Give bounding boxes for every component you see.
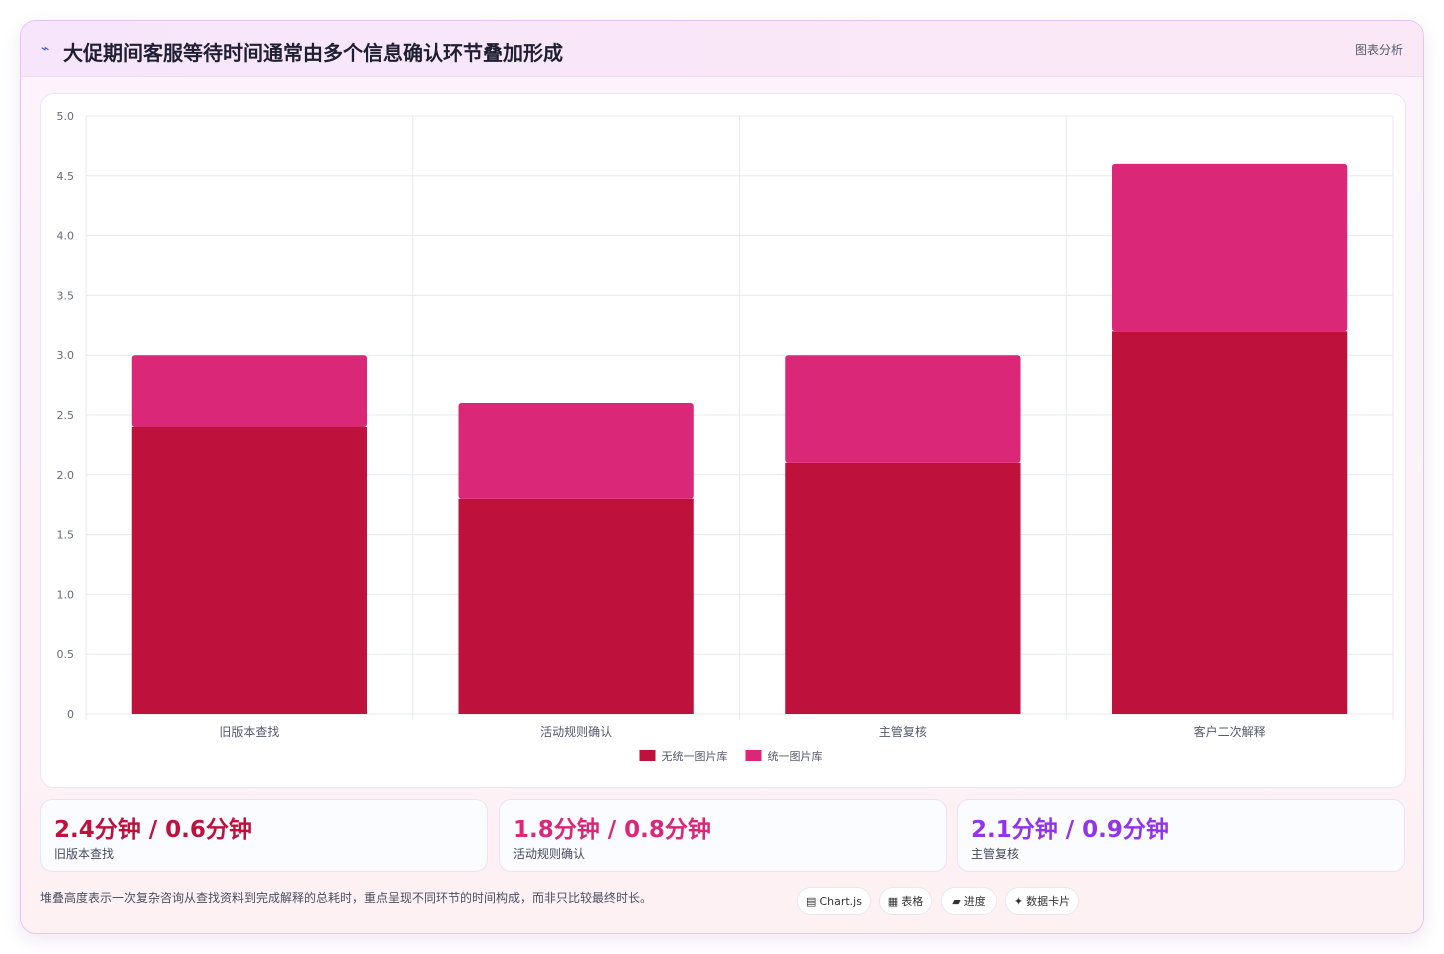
y-tick-label: 2.5 [57, 409, 75, 422]
y-tick-label: 0 [67, 708, 74, 721]
x-tick-label: 客户二次解释 [1194, 724, 1266, 739]
chip-table[interactable]: ▦ 表格 [879, 887, 932, 915]
data-card-icon: ✦ [1013, 894, 1024, 908]
legend-swatch [639, 750, 656, 761]
y-tick-label: 1.0 [57, 588, 75, 601]
x-tick-label: 主管复核 [879, 724, 927, 739]
chip-label: 表格 [901, 895, 924, 908]
y-tick-label: 3.0 [57, 349, 75, 362]
sparkline-icon: ⌁ [41, 41, 50, 57]
page-title: 大促期间客服等待时间通常由多个信息确认环节叠加形成 [63, 41, 563, 65]
y-tick-label: 1.5 [57, 529, 75, 542]
chip-label: 数据卡片 [1026, 895, 1071, 908]
y-tick-label: 4.5 [57, 170, 75, 183]
legend-label: 无统一图片库 [662, 750, 728, 763]
stacked-bar-chart: 0 0.5 1.0 1.5 2.0 2.5 3.0 3.5 4.0 4.5 5.0 旧版本查找 活动规则… [57, 110, 1394, 763]
chart-analysis-link[interactable]: 图表分析 [1354, 43, 1403, 57]
chart-icon: ▤ [806, 894, 817, 908]
progress-icon: ▰ [952, 894, 961, 908]
chart-card: ⌁ 大促期间客服等待时间通常由多个信息确认环节叠加形成 图表分析 0 0.5 1.0… [20, 20, 1424, 934]
stat-value: 1.8分钟 / 0.8分钟 [513, 817, 711, 843]
chip-chartjs[interactable]: ▤ Chart.js [797, 887, 871, 915]
stat-card-3: 2.1分钟 / 0.9分钟 主管复核 [957, 799, 1405, 872]
x-tick-label: 旧版本查找 [219, 725, 279, 739]
table-icon: ▦ [887, 894, 899, 908]
bar-segment [785, 462, 1021, 714]
y-tick-label: 4.0 [57, 230, 75, 243]
footer-note: 堆叠高度表示一次复杂咨询从查找资料到完成解释的总耗时，重点呈现不同环节的时间构成… [40, 891, 653, 905]
legend-swatch [745, 750, 762, 761]
y-tick-label: 2.0 [57, 469, 75, 482]
chart-panel: 0 0.5 1.0 1.5 2.0 2.5 3.0 3.5 4.0 4.5 5.0 旧版本查找 活动规则… [40, 93, 1406, 788]
y-tick-label: 3.5 [57, 289, 75, 302]
chip-progress[interactable]: ▰ 进度 [941, 887, 997, 915]
stat-label: 旧版本查找 [54, 847, 115, 861]
bar-segment [131, 355, 368, 427]
bar-segment [458, 498, 694, 714]
legend-label: 统一图片库 [768, 750, 823, 763]
bar-segment [1111, 163, 1348, 332]
bar-segment [785, 355, 1021, 463]
stat-card-2: 1.8分钟 / 0.8分钟 活动规则确认 [499, 799, 947, 872]
stat-value: 2.1分钟 / 0.9分钟 [971, 817, 1169, 843]
stat-value: 2.4分钟 / 0.6分钟 [54, 817, 252, 843]
bar-segment [131, 426, 368, 714]
stat-card-1: 2.4分钟 / 0.6分钟 旧版本查找 [40, 799, 488, 872]
stat-label: 主管复核 [971, 847, 1020, 861]
card-header: ⌁ 大促期间客服等待时间通常由多个信息确认环节叠加形成 图表分析 [21, 21, 1423, 77]
bar-segment [458, 403, 694, 499]
chip-label: Chart.js [819, 894, 862, 908]
x-tick-label: 活动规则确认 [540, 724, 612, 739]
bar-segment [1111, 331, 1348, 714]
y-tick-label: 0.5 [57, 648, 75, 661]
stat-label: 活动规则确认 [513, 847, 586, 861]
chip-label: 进度 [963, 895, 986, 908]
y-tick-label: 5.0 [57, 110, 75, 123]
chip-data-card[interactable]: ✦ 数据卡片 [1005, 887, 1079, 915]
